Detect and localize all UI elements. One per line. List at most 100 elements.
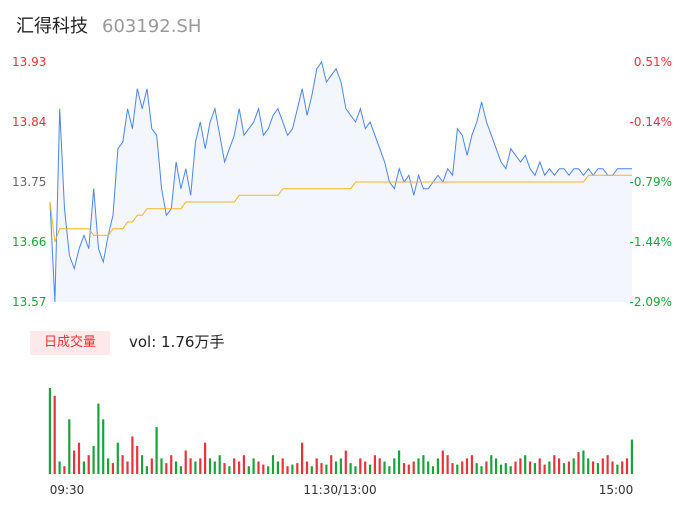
volume-bar <box>223 463 226 474</box>
y-right-tick-label: -1.44% <box>630 235 672 249</box>
volume-bar <box>359 458 362 474</box>
volume-bar <box>165 463 168 474</box>
volume-bar <box>378 458 381 474</box>
volume-bar <box>150 458 153 474</box>
volume-bar <box>441 450 444 474</box>
volume-bar <box>97 403 100 474</box>
stock-name: 汇得科技 <box>16 16 88 37</box>
volume-bar <box>330 455 333 474</box>
volume-bar <box>368 464 372 474</box>
volume-bar <box>296 463 299 474</box>
volume-bar <box>233 458 236 474</box>
volume-bar <box>344 450 347 474</box>
volume-bar <box>145 466 148 474</box>
volume-bar <box>577 452 580 474</box>
volume-bar <box>116 442 119 474</box>
volume-bar <box>504 463 507 474</box>
volume-bar <box>126 461 129 474</box>
volume-bar <box>461 461 464 474</box>
volume-bar <box>417 458 420 474</box>
volume-bar <box>621 461 624 474</box>
volume-bar <box>470 455 473 474</box>
volume-bar <box>174 461 178 474</box>
volume-bar <box>412 461 415 474</box>
volume-bar <box>592 461 595 474</box>
volume-bar <box>528 461 532 474</box>
volume-bar <box>431 466 435 474</box>
volume-bar <box>393 458 396 474</box>
volume-bar <box>73 450 76 474</box>
volume-bar <box>567 461 570 474</box>
price-line <box>49 60 632 303</box>
volume-bar <box>213 461 216 474</box>
y-left-tick-label: 13.93 <box>12 55 46 69</box>
volume-bar <box>68 419 71 474</box>
volume-bar <box>398 450 401 474</box>
volume-bar <box>553 455 556 474</box>
volume-bar <box>422 455 425 474</box>
volume-bar <box>543 464 546 474</box>
volume-bar <box>131 436 134 474</box>
volume-bar <box>524 455 527 474</box>
volume-bar <box>242 455 245 474</box>
volume-bar <box>53 395 56 474</box>
y-left-tick-label: 13.84 <box>12 115 46 129</box>
volume-bar <box>208 458 212 474</box>
volume-bar <box>92 445 95 474</box>
volume-bar <box>582 450 585 474</box>
volume-bar <box>611 461 614 474</box>
volume-bar <box>218 455 221 474</box>
volume-bar <box>475 463 478 474</box>
volume-bar <box>155 427 158 474</box>
volume-panel <box>48 388 633 474</box>
volume-bar <box>189 458 192 474</box>
volume-bar <box>301 442 304 474</box>
volume-bar <box>160 458 163 474</box>
volume-bar <box>407 464 410 474</box>
volume-bar <box>548 461 551 474</box>
daily-volume-tab[interactable]: 日成交量 <box>30 331 110 355</box>
volume-bar <box>509 466 512 474</box>
volume-bar <box>558 458 561 474</box>
volume-bar <box>514 461 517 474</box>
volume-bar <box>48 388 51 474</box>
volume-bar <box>349 463 352 474</box>
volume-bar <box>465 458 469 474</box>
volume-bar <box>519 458 522 474</box>
volume-bar <box>305 461 309 474</box>
volume-bar <box>184 450 187 474</box>
volume-bar <box>58 461 61 474</box>
y-right-tick-label: -0.14% <box>630 115 672 129</box>
volume-bar <box>141 455 144 474</box>
volume-bar <box>495 458 498 474</box>
time-axis: 09:30 11:30/13:00 15:00 <box>50 483 634 497</box>
y-left-tick-label: 13.66 <box>12 235 46 249</box>
volume-bar <box>281 458 284 474</box>
volume-bar <box>456 464 459 474</box>
volume-bar <box>247 466 250 474</box>
volume-bar <box>334 461 338 474</box>
volume-readout: vol: 1.76万手 <box>129 333 225 351</box>
volume-bar <box>625 458 629 474</box>
volume-bar <box>630 439 633 474</box>
volume-bar <box>364 461 367 474</box>
volume-bar <box>325 464 328 474</box>
volume-bar <box>262 464 265 474</box>
volume-bar <box>427 461 430 474</box>
volume-bar <box>107 458 110 474</box>
volume-bar <box>276 461 279 474</box>
volume-bar <box>228 466 231 474</box>
y-left-tick-label: 13.57 <box>12 295 46 309</box>
volume-bar <box>136 445 139 474</box>
volume-bar <box>310 466 313 474</box>
volume-bar <box>257 461 260 474</box>
volume-bar <box>373 455 376 474</box>
stock-code: 603192.SH <box>102 16 202 37</box>
volume-bar <box>121 455 124 474</box>
volume-bar <box>271 455 275 474</box>
volume-bar <box>77 442 81 474</box>
volume-bar <box>194 461 197 474</box>
volume-bar <box>291 464 294 474</box>
volume-bar <box>601 458 604 474</box>
